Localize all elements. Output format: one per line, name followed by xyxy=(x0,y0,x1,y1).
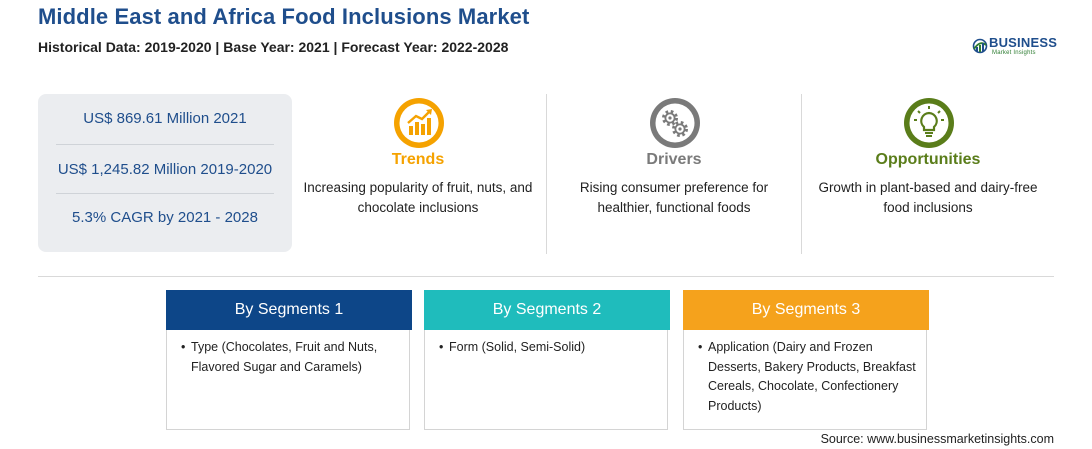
bullet: • xyxy=(181,340,186,354)
market-stats-panel: US$ 869.61 Million 2021 US$ 1,245.82 Mil… xyxy=(38,94,292,252)
page-title: Middle East and Africa Food Inclusions M… xyxy=(38,4,530,29)
trends-text: Increasing popularity of fruit, nuts, an… xyxy=(303,180,533,215)
segment-3-text: Application (Dairy and Frozen Desserts, … xyxy=(708,340,916,413)
segment-2-body: • Form (Solid, Semi-Solid) xyxy=(439,338,661,358)
segment-2-text: Form (Solid, Semi-Solid) xyxy=(449,340,586,354)
bullet: • xyxy=(698,340,703,354)
section-divider xyxy=(38,276,1054,277)
gears-icon xyxy=(650,98,700,148)
drivers-column: Drivers Rising consumer preference for h… xyxy=(548,96,800,254)
column-divider xyxy=(546,94,547,254)
stat-market-size-2021: US$ 869.61 Million 2021 xyxy=(83,110,247,127)
stat-cagr: 5.3% CAGR by 2021 - 2028 xyxy=(72,209,258,226)
stat-divider xyxy=(56,193,274,194)
opportunities-column: Opportunities Growth in plant-based and … xyxy=(802,96,1054,254)
lightbulb-icon xyxy=(904,98,954,148)
trends-title: Trends xyxy=(391,151,445,168)
brand-logo: BUSINESS Market Insights xyxy=(972,34,1062,62)
segment-card-2: By Segments 2 • Form (Solid, Semi-Solid) xyxy=(424,290,670,430)
segment-card-3: By Segments 3 • Application (Dairy and F… xyxy=(683,290,929,430)
column-divider xyxy=(801,94,802,254)
source-note: Source: www.businessmarketinsights.com xyxy=(820,432,1054,446)
globe-logo-icon xyxy=(972,38,988,54)
opportunities-title: Opportunities xyxy=(875,151,981,168)
drivers-text: Rising consumer preference for healthier… xyxy=(579,180,769,215)
segment-1-header: By Segments 1 xyxy=(166,290,412,330)
logo-tagline: Market Insights xyxy=(992,50,1036,56)
logo-name: BUSINESS xyxy=(989,35,1058,50)
stat-divider xyxy=(56,144,274,145)
segment-1-text: Type (Chocolates, Fruit and Nuts, Flavor… xyxy=(191,340,378,374)
opportunities-text: Growth in plant-based and dairy-free foo… xyxy=(818,180,1038,215)
trends-column: Trends Increasing popularity of fruit, n… xyxy=(292,96,544,254)
segment-2-header: By Segments 2 xyxy=(424,290,670,330)
segment-card-1: By Segments 1 • Type (Chocolates, Fruit … xyxy=(166,290,412,430)
trend-chart-icon xyxy=(394,98,444,148)
segment-3-header: By Segments 3 xyxy=(683,290,929,330)
stat-market-size-historical: US$ 1,245.82 Million 2019-2020 xyxy=(57,161,273,178)
segment-1-body: • Type (Chocolates, Fruit and Nuts, Flav… xyxy=(181,338,403,377)
page-subtitle: Historical Data: 2019-2020 | Base Year: … xyxy=(38,39,509,55)
bullet: • xyxy=(439,340,444,354)
segment-3-body: • Application (Dairy and Frozen Desserts… xyxy=(698,338,920,416)
drivers-title: Drivers xyxy=(646,151,702,168)
